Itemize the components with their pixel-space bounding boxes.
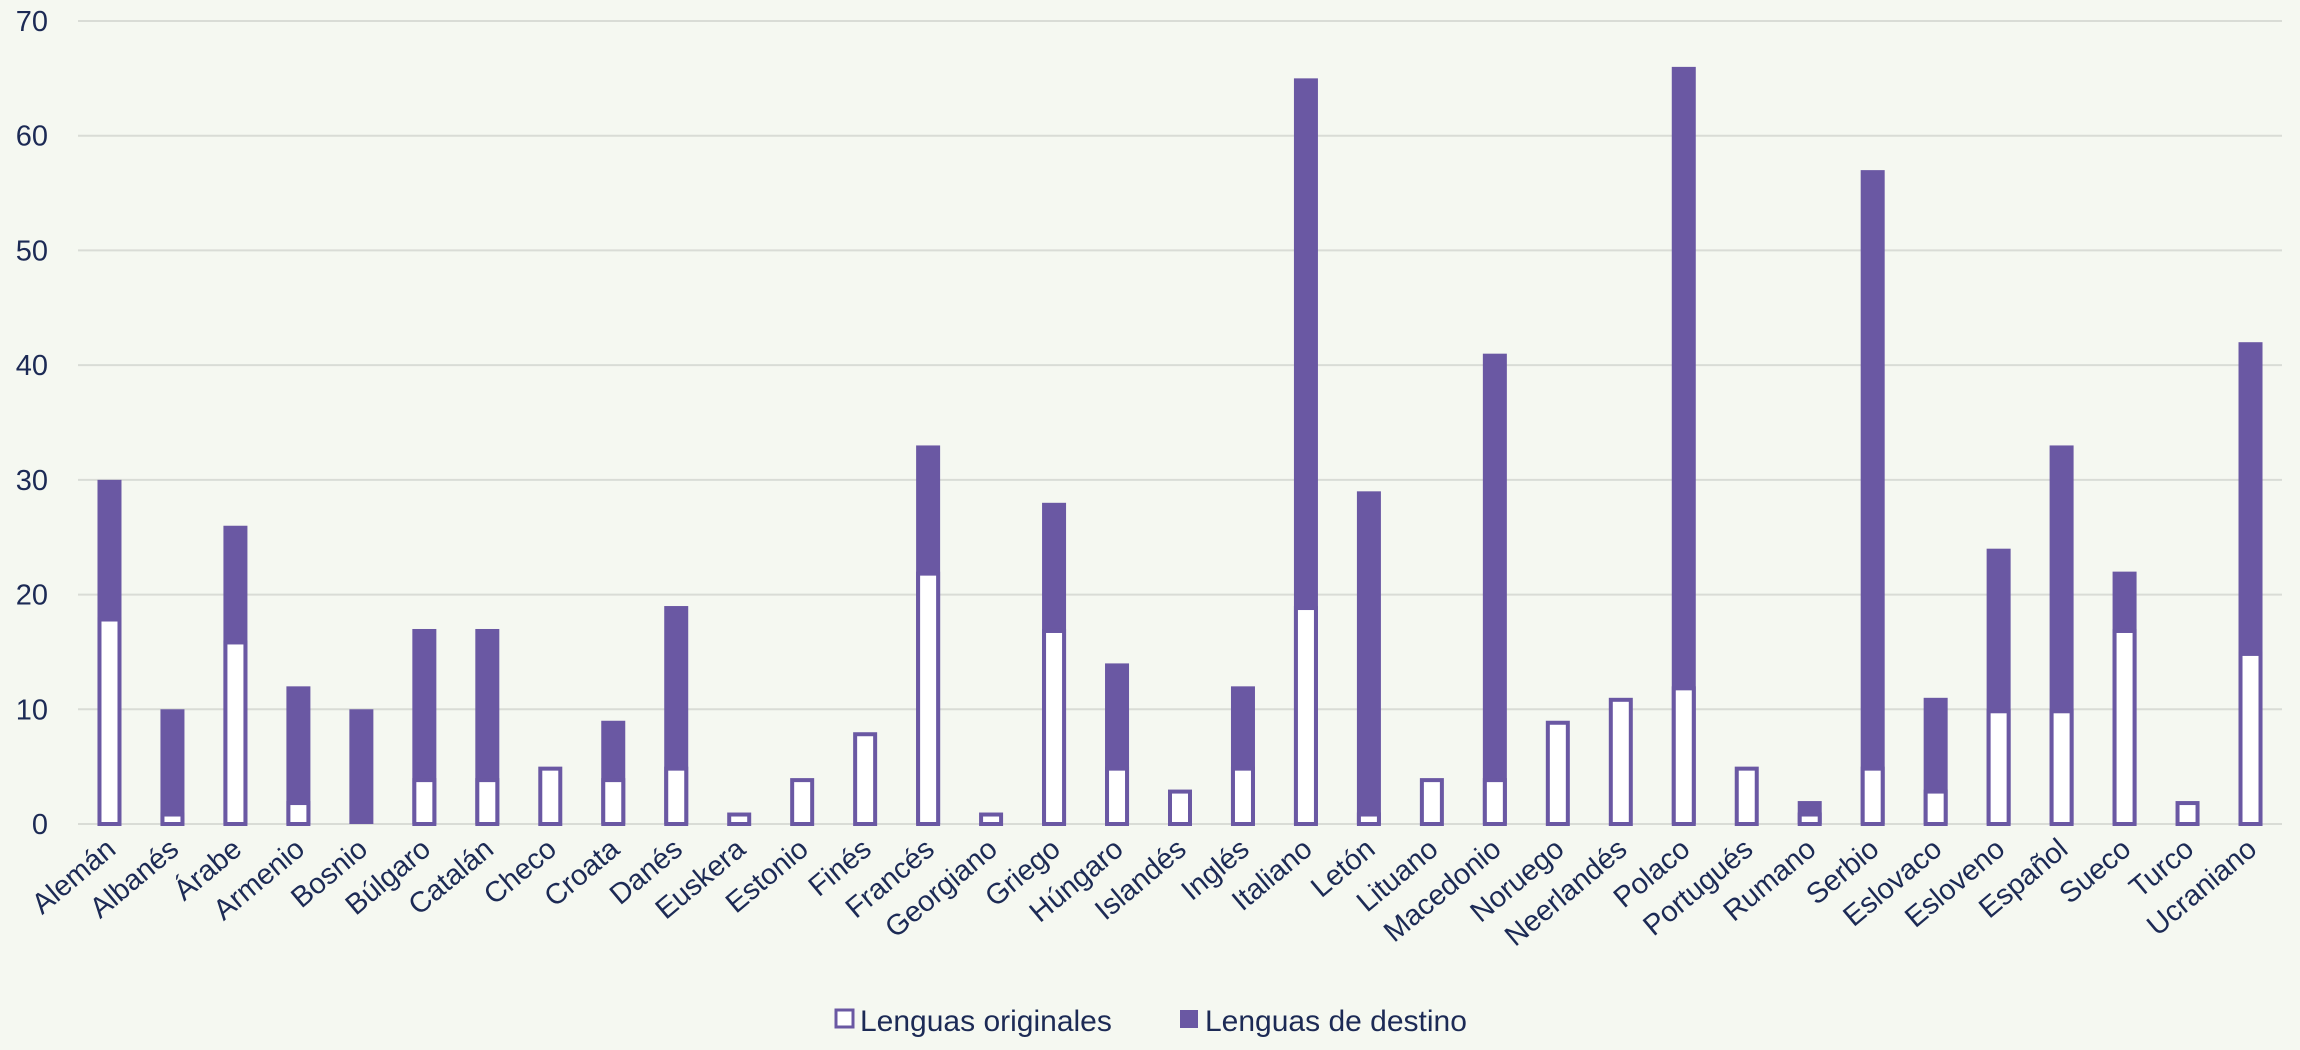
legend-swatch-lenguas-de-destino	[1180, 1010, 1198, 1028]
bar-original-2	[223, 640, 248, 827]
legend-swatch-lenguas-originales	[834, 1008, 855, 1029]
bar-original-22	[1482, 778, 1507, 826]
bar-destino-28	[1860, 170, 1885, 825]
bar-original-19	[1293, 606, 1318, 826]
bar-original-13	[916, 571, 941, 827]
bar-original-17	[1168, 789, 1192, 826]
bar-original-8	[601, 778, 626, 826]
bar-group-13	[916, 445, 941, 827]
bar-group-24	[1608, 697, 1633, 826]
bar-original-27	[1797, 812, 1822, 826]
x-tick-label-32: Sueco	[2054, 833, 2138, 910]
bar-original-15	[1042, 628, 1067, 826]
legend: Lenguas originales Lenguas de destino	[834, 1005, 1467, 1038]
bar-destino-3	[286, 686, 311, 824]
bar-original-28	[1860, 766, 1885, 827]
bar-original-10	[727, 812, 752, 826]
bar-destino-1	[160, 709, 185, 824]
bar-original-16	[1105, 766, 1130, 827]
bar-original-20	[1356, 812, 1381, 826]
y-tick-label-50: 50	[16, 235, 48, 267]
bar-original-3	[286, 801, 311, 826]
bar-group-17	[1168, 789, 1192, 826]
bar-group-19	[1293, 78, 1318, 826]
bar-group-25	[1671, 66, 1696, 826]
bar-destino-4	[349, 709, 374, 824]
bar-group-7	[538, 766, 563, 827]
bar-original-30	[1986, 709, 2011, 826]
bar-original-34	[2238, 651, 2263, 827]
bar-original-6	[475, 778, 500, 826]
bar-group-12	[853, 732, 878, 827]
y-tick-label-20: 20	[16, 580, 48, 612]
bar-original-31	[2049, 709, 2074, 826]
y-axis: 0 10 20 30 40 50 60 70	[16, 6, 48, 841]
bar-group-10	[727, 812, 752, 826]
bar-original-11	[790, 778, 815, 826]
bar-original-14	[979, 812, 1004, 826]
bar-group-14	[979, 812, 1004, 826]
bar-group-27	[1797, 801, 1822, 826]
bar-group-28	[1860, 170, 1885, 827]
bar-group-8	[601, 720, 626, 826]
bar-group-26	[1734, 766, 1759, 827]
bar-group-23	[1545, 720, 1570, 826]
y-tick-label-10: 10	[16, 694, 48, 726]
bar-group-31	[2049, 445, 2074, 826]
legend-label-lenguas-de-destino: Lenguas de destino	[1205, 1005, 1467, 1038]
bar-original-24	[1608, 697, 1633, 826]
bar-group-30	[1986, 548, 2011, 826]
y-tick-label-0: 0	[32, 809, 48, 841]
bar-group-0	[97, 479, 122, 826]
legend-label-lenguas-originales: Lenguas originales	[860, 1005, 1112, 1038]
bar-group-29	[1923, 697, 1948, 826]
bar-original-18	[1230, 766, 1255, 827]
bar-group-18	[1230, 686, 1255, 827]
y-tick-label-60: 60	[16, 121, 48, 153]
bar-original-26	[1734, 766, 1759, 827]
bar-group-5	[412, 628, 437, 826]
bars	[97, 66, 2263, 827]
bar-original-21	[1419, 778, 1444, 826]
bar-group-16	[1105, 663, 1130, 827]
bar-original-5	[412, 778, 437, 826]
y-tick-label-30: 30	[16, 465, 48, 497]
bar-group-15	[1042, 502, 1067, 826]
bar-group-20	[1356, 491, 1381, 826]
bar-original-29	[1923, 789, 1948, 826]
bar-group-1	[160, 709, 185, 826]
bar-destino-20	[1356, 491, 1381, 824]
bar-group-6	[475, 628, 500, 826]
bar-destino-22	[1482, 353, 1507, 824]
bar-original-9	[664, 766, 689, 827]
bar-group-21	[1419, 778, 1444, 826]
bar-group-4	[349, 709, 374, 824]
bar-group-9	[664, 606, 689, 827]
bar-group-33	[2175, 801, 2200, 826]
bar-original-7	[538, 766, 563, 827]
bar-group-32	[2112, 571, 2137, 826]
bar-original-33	[2175, 801, 2200, 826]
y-tick-label-70: 70	[16, 6, 48, 38]
y-tick-label-40: 40	[16, 350, 48, 382]
bar-original-12	[853, 732, 878, 827]
bar-group-22	[1482, 353, 1507, 826]
bar-original-32	[2112, 628, 2137, 826]
bar-group-2	[223, 525, 248, 827]
x-axis: AlemánAlbanésÁrabeArmenioBosnioBúlgaroCa…	[26, 832, 2263, 953]
bar-group-34	[2238, 342, 2263, 827]
bar-original-0	[97, 617, 122, 826]
gridlines	[78, 20, 2282, 825]
bar-group-11	[790, 778, 815, 826]
bar-group-3	[286, 686, 311, 826]
bar-original-25	[1671, 686, 1696, 826]
bar-original-23	[1545, 720, 1570, 826]
bar-original-1	[160, 812, 185, 826]
